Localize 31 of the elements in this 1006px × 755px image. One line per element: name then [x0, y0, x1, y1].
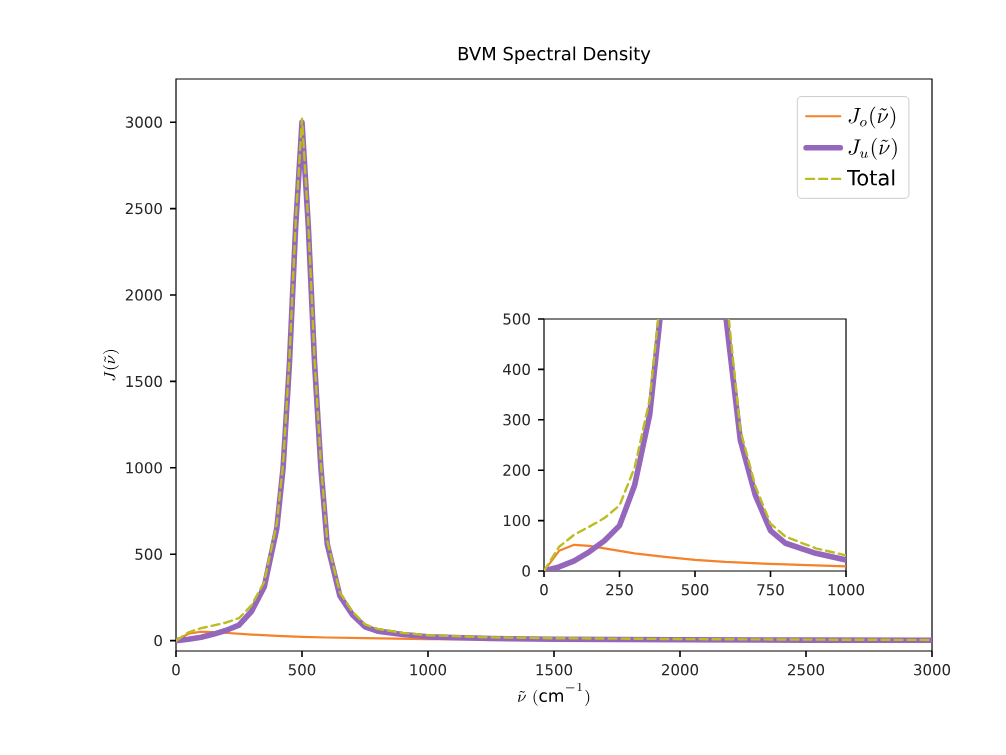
x-tick-label: 2000: [662, 664, 699, 676]
y-tick-label: 200: [503, 464, 530, 476]
y-tick-label: 3000: [125, 116, 162, 128]
y-tick-label: 400: [503, 363, 530, 376]
y-tick-label: 2500: [125, 202, 162, 215]
x-tick-label: 1000: [828, 584, 865, 596]
y-tick-label: 1500: [126, 375, 162, 388]
x-tick-label: 0: [540, 584, 548, 596]
y-tick-label: 300: [503, 414, 530, 426]
x-tick-label: 500: [681, 584, 709, 596]
chart-title: BVM Spectral Density: [458, 46, 651, 64]
y-tick-label: 0: [154, 634, 162, 647]
x-tick-label: 1000: [410, 664, 447, 676]
y-tick-label: 500: [135, 548, 162, 560]
x-tick-label: 3000: [914, 664, 951, 676]
x-tick-label: 500: [288, 664, 316, 676]
y-tick-label: 500: [503, 313, 530, 325]
y-tick-label: 1000: [126, 462, 162, 474]
y-tick-label: 0: [522, 565, 530, 577]
legend-label: $J_u(\tilde{\nu})$: [848, 138, 897, 160]
y-axis-title: $J(\tilde{\nu})$: [103, 349, 120, 381]
x-tick-label: 0: [172, 664, 180, 676]
y-tick-label: 100: [503, 514, 530, 527]
x-tick-label: 250: [606, 584, 633, 596]
legend-label: Total: [847, 169, 895, 186]
x-tick-label: 2500: [788, 664, 825, 676]
x-tick-label: 750: [757, 584, 784, 596]
y-tick-label: 2000: [125, 289, 162, 301]
x-axis-title: $\tilde{\nu}\ (\mathrm{cm}^{-1})$: [517, 682, 590, 706]
x-tick-label: 1500: [536, 664, 573, 676]
legend-label: $J_o(\tilde{\nu})$: [848, 106, 896, 129]
